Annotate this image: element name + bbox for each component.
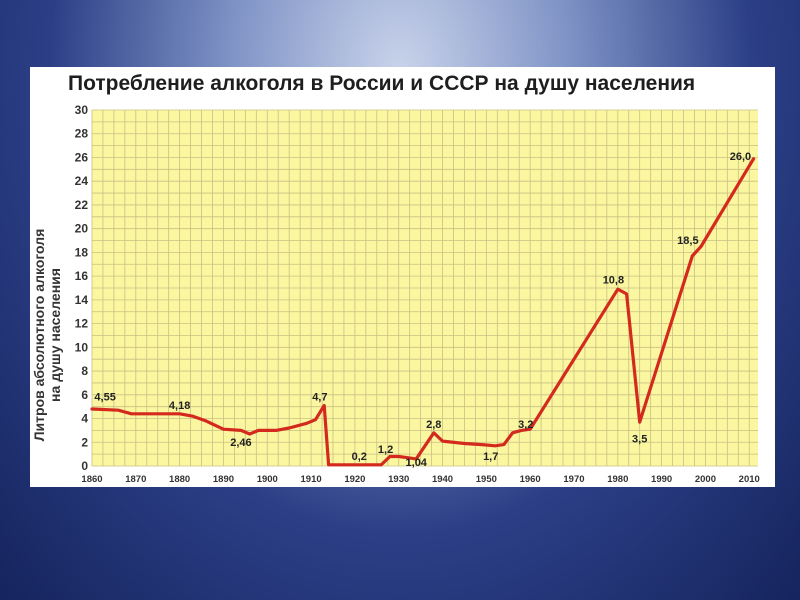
data-label: 1,04 (406, 457, 428, 469)
data-label: 26,0 (730, 151, 751, 163)
chart-panel: Потребление алкоголя в России и СССР на … (30, 67, 775, 487)
data-label: 0,2 (352, 451, 367, 463)
x-tick-label: 1870 (125, 474, 146, 485)
x-tick-label: 1920 (344, 474, 365, 485)
grid (91, 109, 758, 467)
x-tick-label: 2000 (695, 474, 716, 485)
chart: Потребление алкоголя в России и СССР на … (31, 72, 760, 485)
x-tick-label: 2010 (739, 474, 760, 485)
y-tick-label: 20 (75, 222, 89, 236)
x-tick-label: 1970 (563, 474, 584, 485)
y-tick-label: 6 (81, 388, 88, 402)
y-tick-label: 22 (75, 198, 89, 212)
data-label: 2,46 (230, 437, 251, 449)
y-tick-label: 14 (75, 293, 89, 307)
x-tick-label: 1930 (388, 474, 409, 485)
y-tick-label: 28 (75, 127, 89, 141)
y-axis-label: Литров абсолютного алкоголя (31, 229, 47, 442)
data-label: 3,5 (632, 433, 647, 445)
x-tick-label: 1950 (476, 474, 497, 485)
y-tick-label: 30 (75, 103, 89, 117)
data-label: 1,2 (378, 444, 393, 456)
x-tick-label: 1940 (432, 474, 453, 485)
y-axis-label-line2: на душу населения (47, 268, 63, 402)
y-tick-label: 26 (75, 150, 89, 164)
data-label: 4,18 (169, 400, 190, 412)
x-tick-label: 1960 (520, 474, 541, 485)
y-tick-label: 4 (81, 412, 88, 426)
y-tick-label: 16 (75, 269, 89, 283)
y-tick-label: 2 (81, 435, 88, 449)
x-tick-label: 1890 (213, 474, 234, 485)
x-tick-label: 1880 (169, 474, 190, 485)
y-tick-label: 0 (81, 459, 88, 473)
series-line (90, 157, 756, 467)
data-label: 4,55 (94, 392, 115, 404)
x-tick-label: 1860 (81, 474, 102, 485)
y-tick-label: 12 (75, 317, 89, 331)
x-tick-label: 1990 (651, 474, 672, 485)
y-tick-label: 8 (81, 364, 88, 378)
y-tick-label: 18 (75, 245, 89, 259)
data-label: 2,8 (426, 419, 441, 431)
y-tick-label: 10 (75, 340, 89, 354)
y-tick-label: 24 (75, 174, 89, 188)
x-tick-label: 1910 (301, 474, 322, 485)
x-tick-label: 1900 (257, 474, 278, 485)
data-label: 10,8 (603, 274, 624, 286)
data-label: 4,7 (312, 392, 327, 404)
data-label: 1,7 (483, 451, 498, 463)
data-label: 18,5 (677, 235, 698, 247)
x-tick-label: 1980 (607, 474, 628, 485)
data-labels: 4,55 4,18 2,46 4,7 0,2 1,2 1,04 2,8 1,7 3,2 10,8 3,… (94, 151, 751, 469)
data-label: 3,2 (518, 419, 533, 431)
chart-title: Потребление алкоголя в России и СССР на … (68, 72, 695, 95)
